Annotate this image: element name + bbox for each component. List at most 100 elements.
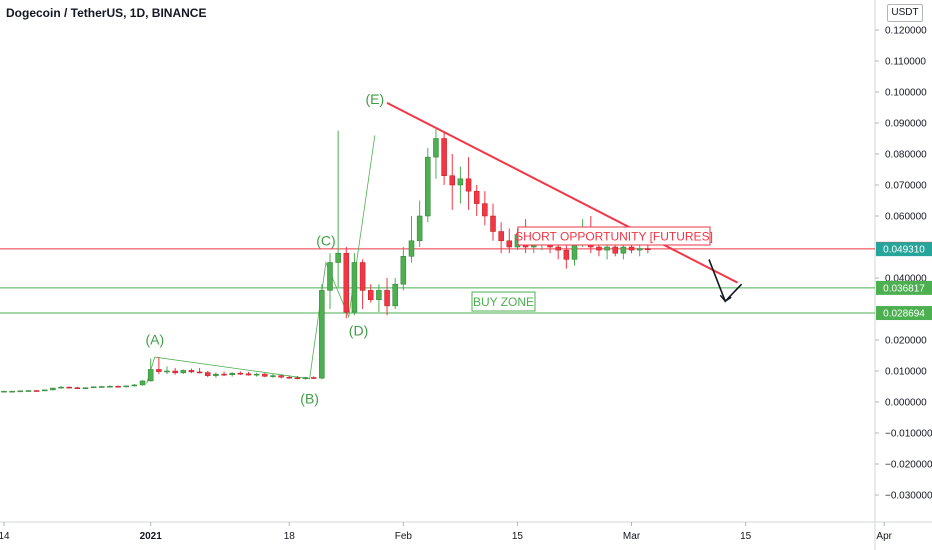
candle-body <box>1 390 7 393</box>
candle-body <box>376 290 382 300</box>
x-tick-label: Feb <box>395 531 413 542</box>
descending-trendline <box>386 101 738 284</box>
candle-body <box>368 290 374 300</box>
candle-body <box>9 390 15 393</box>
candle-body <box>416 215 423 242</box>
candle-body <box>636 248 643 251</box>
candle-body <box>343 252 350 313</box>
short-annotation-text: SHORT OPPORTUNITY [FUTURES] <box>515 230 713 244</box>
short-annotation-box <box>517 226 711 246</box>
candle-body <box>164 370 170 373</box>
price-label: 0.028694 <box>883 309 925 320</box>
candle-body <box>188 370 195 373</box>
candle-body <box>335 252 341 263</box>
currency-badge[interactable]: USDT <box>887 4 923 22</box>
candle-body <box>123 385 129 388</box>
y-tick-label: 0.090000 <box>885 119 927 130</box>
candle-body <box>400 256 407 285</box>
candle-body <box>302 377 309 380</box>
candle-body <box>457 178 464 186</box>
x-tick-label: Apr <box>876 531 892 542</box>
x-tick-label: 14 <box>0 531 10 542</box>
candle-body <box>319 290 325 379</box>
y-tick-label: 0.020000 <box>885 336 927 347</box>
price-label-bg <box>876 306 932 321</box>
candle-body <box>25 390 32 392</box>
candle-body <box>131 384 138 387</box>
candle-body <box>237 372 244 375</box>
y-tick-label: 0.070000 <box>885 181 927 192</box>
candle-body <box>351 262 358 313</box>
price-label-bg <box>876 242 932 257</box>
candle-body <box>147 369 154 382</box>
candle-body <box>139 380 146 386</box>
buy-zone-text: BUY ZONE <box>473 295 534 309</box>
wave-label: (C) <box>316 232 335 248</box>
projection-arrow <box>708 259 743 303</box>
candle-body <box>465 178 472 192</box>
candle-body <box>213 373 219 376</box>
price-label-bg <box>876 280 932 295</box>
x-tick-label: 15 <box>512 531 524 542</box>
y-tick-label: 0.040000 <box>885 274 927 285</box>
candle-body <box>392 283 398 307</box>
candle-body <box>596 246 602 251</box>
candle-body <box>156 369 162 372</box>
candle-body <box>42 389 48 392</box>
y-tick-label: −0.020000 <box>885 460 932 471</box>
projection-arrowhead <box>719 294 732 303</box>
candle-body <box>205 372 211 376</box>
y-tick-label: 0.010000 <box>885 367 927 378</box>
candle-body <box>253 373 260 376</box>
candle-body <box>245 373 252 376</box>
candle-body <box>74 387 81 389</box>
candle-body <box>58 386 64 389</box>
y-tick-label: 0.000000 <box>885 398 927 409</box>
candle-body <box>620 246 627 254</box>
candle-body <box>563 249 570 260</box>
x-tick-label: Mar <box>623 531 641 542</box>
candle-body <box>66 386 72 389</box>
y-tick-label: 0.120000 <box>885 26 927 37</box>
wave-label: (B) <box>300 391 319 407</box>
candle-body <box>82 387 89 389</box>
price-label: 0.036817 <box>883 283 925 294</box>
buy-zone-box <box>471 291 536 312</box>
candle-body <box>270 375 276 377</box>
candle-body <box>498 231 504 242</box>
candle-body <box>33 390 40 392</box>
candle-body <box>180 370 187 374</box>
x-tick-label: 18 <box>284 531 296 542</box>
candle-body <box>294 377 301 380</box>
candle-body <box>645 248 651 251</box>
y-tick-label: 0.060000 <box>885 212 927 223</box>
candle-body <box>612 246 618 254</box>
candle-body <box>172 370 178 374</box>
candle-body <box>433 138 439 158</box>
candle-body <box>449 175 455 186</box>
candle-body <box>408 240 415 257</box>
y-tick-label: 0.110000 <box>885 57 926 68</box>
candle-body <box>571 243 578 260</box>
wave-label: (E) <box>365 91 384 107</box>
candle-body <box>425 156 431 217</box>
candle-body <box>50 387 56 391</box>
candle-body <box>473 190 480 204</box>
candle-body <box>229 372 235 375</box>
y-tick-label: 0.100000 <box>885 88 927 99</box>
x-tick-label: 15 <box>740 531 752 542</box>
candle-body <box>506 240 513 248</box>
candle-body <box>221 373 227 376</box>
candle-body <box>90 386 97 389</box>
candle-body <box>628 246 635 251</box>
candle-body <box>310 377 317 379</box>
candle-body <box>384 290 390 307</box>
candle-body <box>196 371 203 374</box>
candle-body <box>482 203 488 217</box>
y-tick-label: −0.030000 <box>885 491 932 502</box>
candle-body <box>359 262 366 291</box>
candle-body <box>262 373 268 377</box>
wave-label: (D) <box>349 322 368 338</box>
candle-body <box>441 138 447 176</box>
